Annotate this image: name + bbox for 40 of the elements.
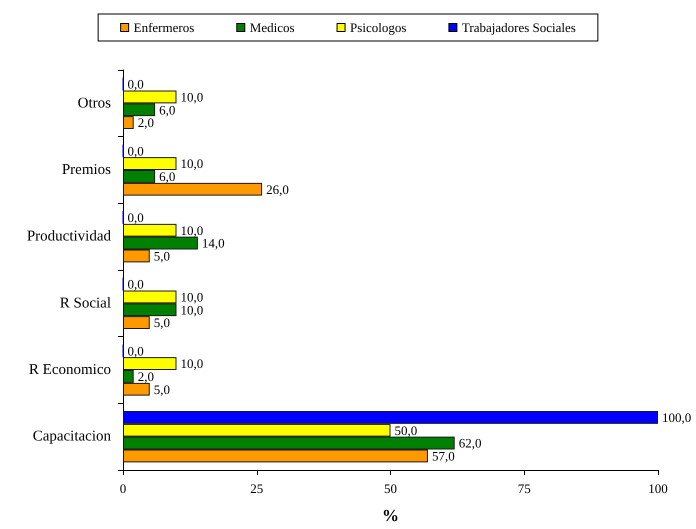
- data-label: 62,0: [458, 436, 482, 451]
- data-label: 14,0: [202, 236, 225, 251]
- data-label: 10,0: [180, 89, 204, 104]
- data-label: 5,0: [154, 382, 170, 397]
- data-label: 100,0: [662, 410, 692, 425]
- x-tick-label: 0: [120, 481, 126, 496]
- data-label: 10,0: [180, 289, 204, 304]
- data-label: 57,0: [432, 448, 455, 464]
- x-axis-title: %: [382, 506, 399, 525]
- data-label: 2,0: [138, 368, 154, 384]
- data-label: 10,0: [180, 356, 204, 372]
- data-label: 6,0: [159, 168, 176, 184]
- x-tick-label: 100: [648, 481, 668, 496]
- y-tick-label: Productividad: [26, 228, 112, 245]
- legend-label: Medicos: [250, 20, 295, 35]
- y-tick-label: Premios: [62, 162, 112, 178]
- legend-label: Psicologos: [350, 20, 406, 35]
- y-tick-label: Capacitacion: [32, 428, 112, 445]
- x-tick-label: 25: [250, 481, 264, 496]
- data-label: 26,0: [266, 182, 289, 197]
- data-label: 0,0: [128, 343, 144, 358]
- data-label: 0,0: [128, 143, 144, 158]
- legend-label: Trabajadores Sociales: [462, 20, 576, 35]
- legend-label: Enfermeros: [134, 20, 194, 35]
- data-label: 6,0: [159, 102, 176, 118]
- data-label: 5,0: [154, 315, 170, 330]
- data-label: 50,0: [394, 422, 418, 438]
- y-tick-label: R Economico: [28, 362, 111, 378]
- x-tick-label: 50: [384, 481, 397, 496]
- data-label: 10,0: [180, 222, 204, 238]
- data-label: 0,0: [128, 76, 144, 92]
- data-label: 5,0: [154, 248, 170, 264]
- y-tick-label: Otros: [78, 95, 112, 112]
- data-label: 0,0: [128, 276, 144, 292]
- data-label: 10,0: [180, 156, 204, 172]
- y-tick-label: R Social: [60, 295, 111, 312]
- data-label: 2,0: [138, 115, 154, 130]
- data-label: 10,0: [180, 302, 204, 318]
- data-label: 0,0: [128, 210, 144, 225]
- x-tick-label: 75: [518, 481, 531, 496]
